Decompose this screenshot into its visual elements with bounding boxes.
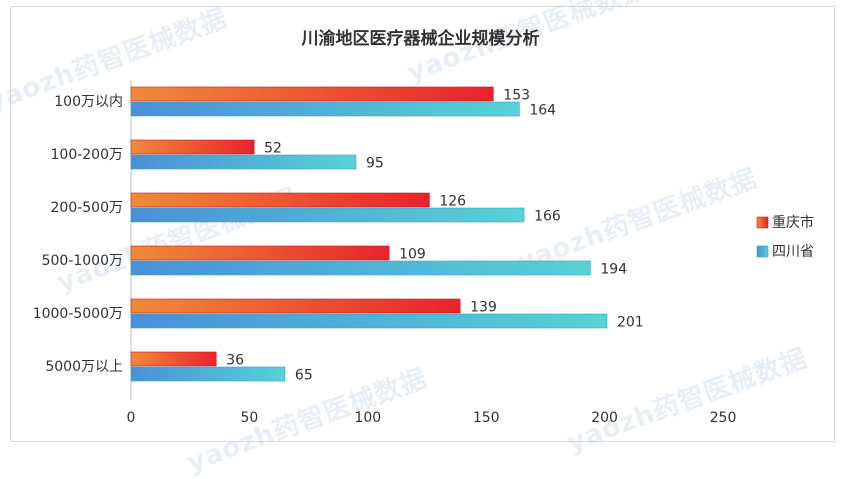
data-label: 166 xyxy=(534,209,561,225)
data-label: 164 xyxy=(529,103,556,119)
legend-swatch xyxy=(756,216,769,229)
bar-chongqing xyxy=(130,192,430,208)
bar-sichuan xyxy=(130,154,357,170)
bar-chongqing xyxy=(130,139,255,155)
data-label: 139 xyxy=(470,300,497,316)
x-tick-label: 200 xyxy=(591,410,618,426)
bar-sichuan xyxy=(130,313,608,329)
x-tick-label: 0 xyxy=(127,410,136,426)
x-tick-label: 150 xyxy=(473,410,500,426)
category-label: 200-500万 xyxy=(51,200,124,216)
x-tick-label: 250 xyxy=(710,410,737,426)
bar-sichuan xyxy=(130,260,591,276)
x-tick-label: 50 xyxy=(240,410,258,426)
bar-chongqing xyxy=(130,86,494,102)
category-label: 100-200万 xyxy=(51,147,124,163)
category-label: 1000-5000万 xyxy=(33,306,123,322)
data-label: 194 xyxy=(600,262,627,278)
category-label: 5000万以上 xyxy=(45,359,123,375)
data-label: 95 xyxy=(366,156,384,172)
bar-sichuan xyxy=(130,207,525,223)
bar-sichuan xyxy=(130,101,520,117)
bar-chongqing xyxy=(130,351,217,367)
legend-label: 四川省 xyxy=(772,244,814,260)
legend-label: 重庆市 xyxy=(772,214,814,231)
data-label: 65 xyxy=(295,368,313,384)
data-label: 109 xyxy=(399,247,426,263)
category-label: 100万以内 xyxy=(54,94,123,110)
bar-chongqing xyxy=(130,298,461,314)
category-label: 500-1000万 xyxy=(42,253,123,269)
bar-sichuan xyxy=(130,366,286,382)
data-label: 52 xyxy=(264,141,282,157)
x-tick-label: 100 xyxy=(354,410,381,426)
legend-swatch xyxy=(756,245,769,258)
bar-chongqing xyxy=(130,245,390,261)
data-label: 201 xyxy=(617,315,644,331)
data-label: 36 xyxy=(226,353,244,369)
chart-title: 川渝地区医疗器械企业规模分析 xyxy=(301,29,540,49)
data-label: 153 xyxy=(503,88,530,104)
data-label: 126 xyxy=(439,194,466,210)
